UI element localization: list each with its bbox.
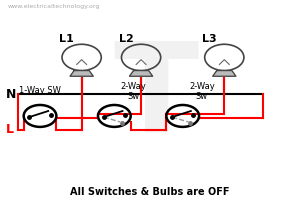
Text: L2: L2 [119, 34, 134, 44]
Text: 1-Way SW: 1-Way SW [19, 86, 61, 95]
Text: T: T [113, 37, 199, 158]
Polygon shape [130, 70, 153, 76]
Text: 2-Way
Sw: 2-Way Sw [189, 82, 215, 101]
Text: N: N [6, 87, 16, 101]
Polygon shape [70, 70, 93, 76]
Text: L: L [6, 123, 14, 136]
Text: www.electricaltechnology.org: www.electricaltechnology.org [7, 4, 100, 9]
Text: All Switches & Bulbs are OFF: All Switches & Bulbs are OFF [70, 187, 230, 197]
Polygon shape [213, 70, 236, 76]
Text: L3: L3 [202, 34, 217, 44]
Text: 2-Way
Sw: 2-Way Sw [121, 82, 146, 101]
Text: L1: L1 [59, 34, 74, 44]
